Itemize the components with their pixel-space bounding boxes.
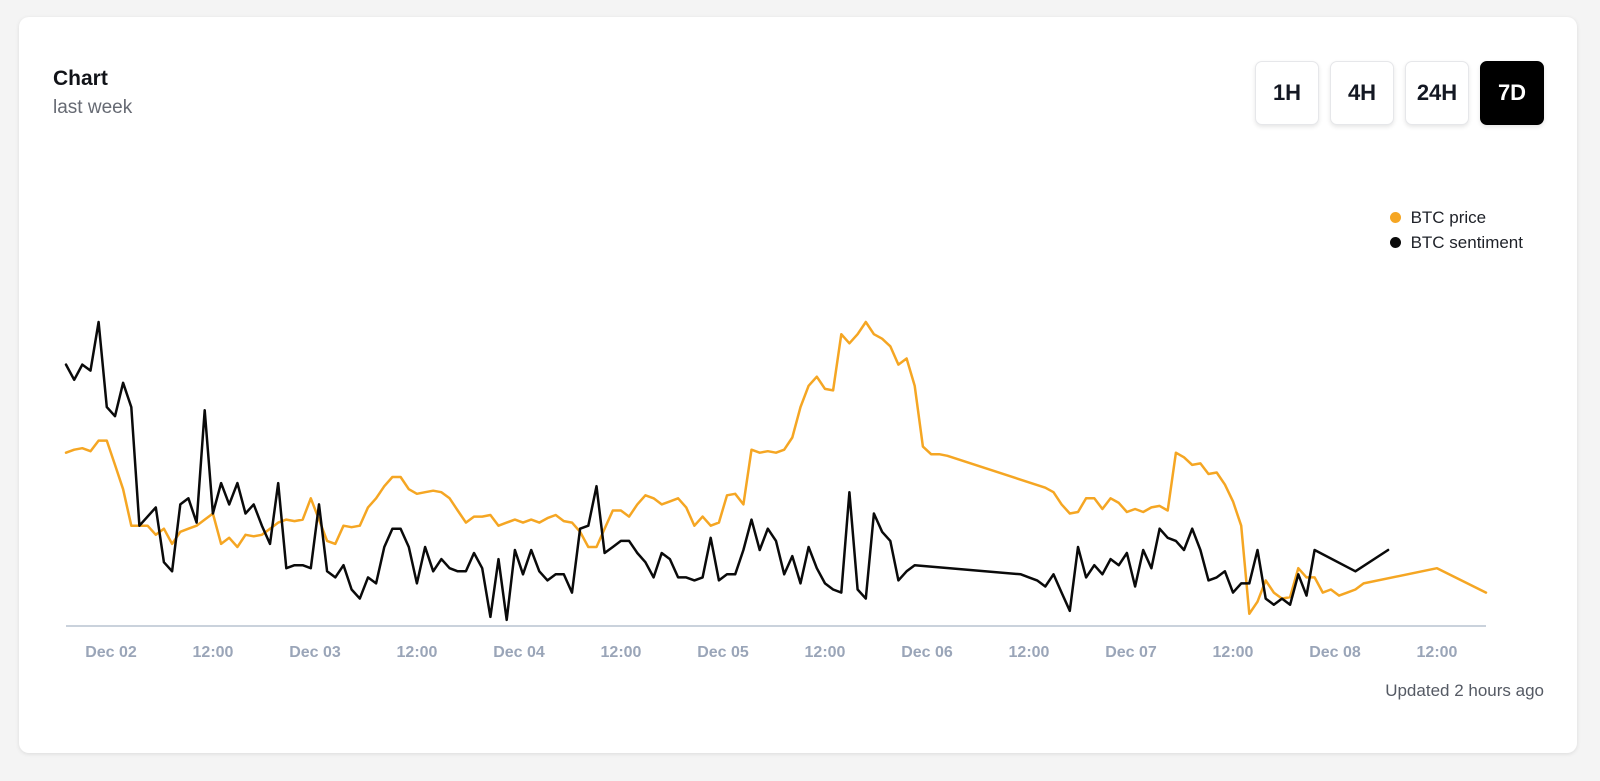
range-button-4h[interactable]: 4H	[1330, 61, 1394, 125]
x-tick-label: 12:00	[397, 644, 438, 661]
x-tick-label: 12:00	[601, 644, 642, 661]
x-tick-label: Dec 07	[1105, 644, 1157, 661]
chart-legend: BTC price BTC sentiment	[1389, 205, 1523, 255]
legend-item-btc-price[interactable]: BTC price	[1389, 205, 1523, 230]
x-tick-label: Dec 08	[1309, 644, 1361, 661]
x-tick-label: 12:00	[193, 644, 234, 661]
x-tick-label: Dec 04	[493, 644, 545, 661]
legend-dot-icon	[1389, 237, 1401, 248]
range-button-7d[interactable]: 7D	[1480, 61, 1544, 125]
x-tick-label: 12:00	[805, 644, 846, 661]
chart-title: Chart	[53, 67, 108, 90]
x-tick-label: Dec 06	[901, 644, 953, 661]
chart-subtitle: last week	[53, 97, 133, 118]
x-axis-ticks: Dec 02 12:00 Dec 03 12:00 Dec 04 12:00 Dec 05 1…	[85, 644, 1457, 661]
chart-series	[64, 320, 1488, 622]
btc-price-series-line[interactable]	[64, 320, 1488, 616]
x-tick-label: Dec 05	[697, 644, 749, 661]
updated-timestamp: Updated 2 hours ago	[1385, 681, 1544, 700]
range-button-24h[interactable]: 24H	[1405, 61, 1469, 125]
legend-label-btc-sentiment: BTC sentiment	[1410, 232, 1523, 252]
x-tick-label: Dec 03	[289, 644, 341, 661]
chart-card: Chart last week 1H 4H 24H 7D BTC price B…	[19, 17, 1577, 753]
x-tick-label: 12:00	[1213, 644, 1254, 661]
range-button-1h[interactable]: 1H	[1255, 61, 1319, 125]
x-tick-label: 12:00	[1009, 644, 1050, 661]
btc-sentiment-series-line[interactable]	[64, 320, 1390, 622]
legend-dot-icon	[1389, 212, 1401, 223]
legend-item-btc-sentiment[interactable]: BTC sentiment	[1389, 230, 1523, 255]
x-tick-label: Dec 02	[85, 644, 137, 661]
line-chart: Dec 02 12:00 Dec 03 12:00 Dec 04 12:00 Dec 05 1…	[64, 320, 1488, 661]
time-range-selector: 1H 4H 24H 7D	[1255, 61, 1544, 125]
legend-label-btc-price: BTC price	[1410, 207, 1487, 227]
x-tick-label: 12:00	[1417, 644, 1458, 661]
